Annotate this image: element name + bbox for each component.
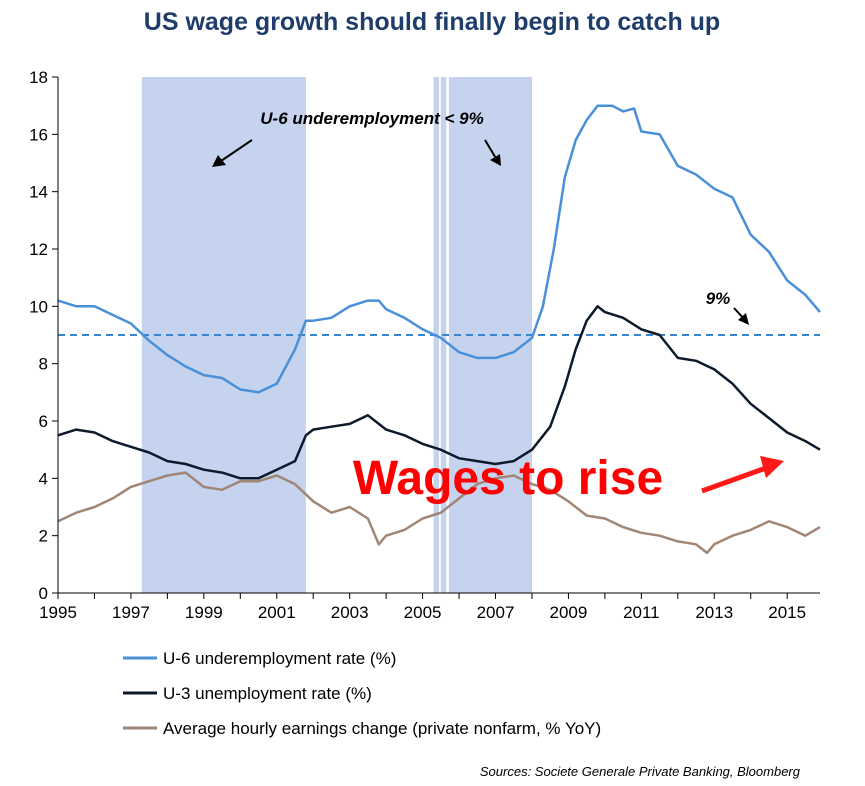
x-tick-label: 2013 <box>695 603 733 622</box>
x-tick-label: 2003 <box>331 603 369 622</box>
x-tick-label: 2007 <box>477 603 515 622</box>
y-tick-label: 16 <box>29 125 48 144</box>
legend-label-1: U-6 underemployment rate (%) <box>163 649 396 668</box>
annotation-arrow-right <box>484 139 501 166</box>
series-line-1 <box>57 104 821 394</box>
x-tick-labels: 1995 1997 1999 2001 2003 2005 2007 2009 2011 2013… <box>39 593 806 622</box>
x-tick-label: 2011 <box>623 603 660 622</box>
y-tick-label: 8 <box>39 355 48 374</box>
x-tick-label: 1997 <box>112 603 150 622</box>
y-tick-label: 14 <box>29 183 48 202</box>
y-tick-label: 2 <box>39 527 48 546</box>
legend-label-2: U-3 unemployment rate (%) <box>163 684 372 703</box>
x-tick-label: 2015 <box>768 603 806 622</box>
x-tick-label: 2009 <box>550 603 588 622</box>
x-tick-label: 1999 <box>185 603 223 622</box>
y-tick-label: 18 <box>29 68 48 87</box>
annotation-arrow-left <box>212 139 253 167</box>
axes <box>57 77 820 594</box>
wages-annotation: Wages to rise <box>353 452 663 505</box>
x-tick-label: 1995 <box>39 603 77 622</box>
y-tick-label: 12 <box>29 240 48 259</box>
x-tick-label: 2001 <box>258 603 296 622</box>
y-tick-label: 6 <box>39 412 48 431</box>
legend-label-3: Average hourly earnings change (private … <box>163 719 601 738</box>
series-line-2 <box>57 305 821 480</box>
legend: U-6 underemployment rate (%) U-3 unemploy… <box>123 649 601 738</box>
wages-arrow <box>701 456 784 494</box>
u6-threshold-annotation: U-6 underemployment < 9% <box>260 109 483 128</box>
threshold-arrow <box>733 307 749 325</box>
y-tick-label: 0 <box>39 584 48 603</box>
source-note: Sources: Societe Generale Private Bankin… <box>480 764 801 779</box>
series-line-3 <box>57 471 821 555</box>
chart-title: US wage growth should finally begin to c… <box>144 8 720 36</box>
series-layer <box>57 104 821 555</box>
y-tick-label: 4 <box>39 469 48 488</box>
y-tick-label: 10 <box>29 297 48 316</box>
threshold-label: 9% <box>706 289 731 308</box>
y-tick-labels: 0 2 4 6 8 10 12 14 16 18 <box>29 68 58 603</box>
x-tick-label: 2005 <box>404 603 442 622</box>
